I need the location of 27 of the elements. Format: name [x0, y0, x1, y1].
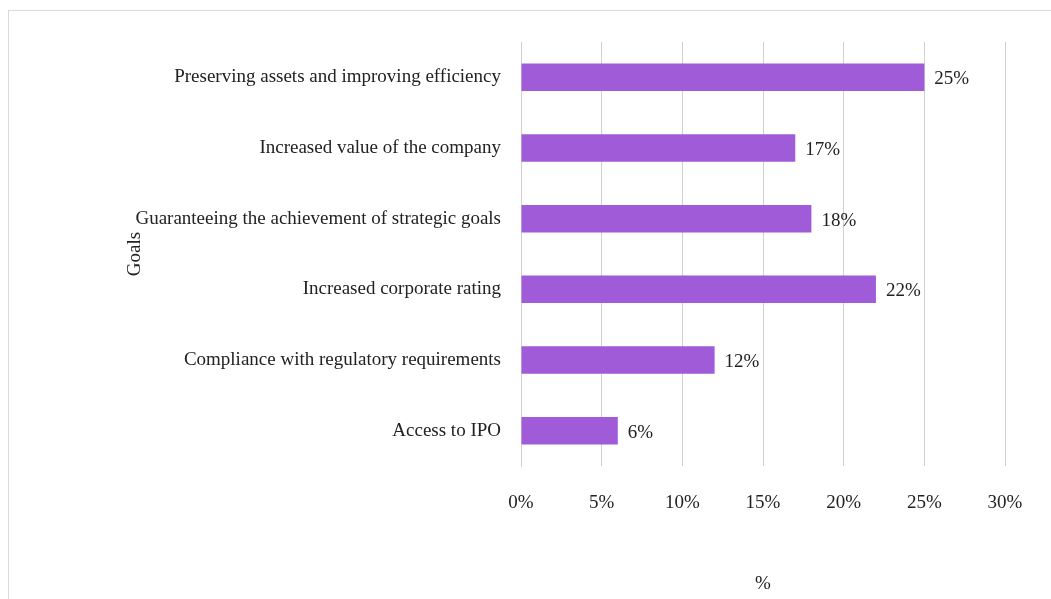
bar	[521, 346, 715, 374]
y-tick-label: Compliance with regulatory requirements	[183, 347, 501, 369]
y-tick-label: Increased value of the company	[259, 135, 502, 157]
bar	[521, 134, 796, 162]
x-tick-label: 5%	[589, 491, 615, 513]
y-tick-label: Guaranteeing the achievement of strategic goals	[135, 206, 501, 228]
bar	[521, 204, 812, 233]
x-tick-label: 20%	[826, 491, 862, 513]
x-axis-title: %	[755, 571, 772, 593]
data-label: 6%	[627, 420, 654, 442]
x-tick-label: 10%	[664, 491, 700, 513]
data-label: 12%	[724, 349, 760, 371]
data-label: 17%	[805, 137, 841, 159]
y-tick-label: Increased corporate rating	[302, 277, 502, 299]
y-axis-title: Goals	[123, 231, 145, 277]
x-tick-label: 30%	[987, 491, 1023, 513]
bar	[521, 63, 925, 92]
bar	[521, 416, 618, 445]
x-tick-label: 25%	[906, 491, 942, 513]
data-label: 25%	[934, 67, 970, 89]
data-label: 18%	[821, 208, 857, 230]
bar	[521, 275, 876, 304]
x-tick-label: 0%	[508, 491, 534, 513]
x-tick-label: 15%	[745, 491, 781, 513]
data-label: 22%	[885, 279, 921, 301]
y-tick-label: Access to IPO	[392, 418, 501, 440]
y-tick-label: Preserving assets and improving efficiency	[174, 65, 502, 87]
